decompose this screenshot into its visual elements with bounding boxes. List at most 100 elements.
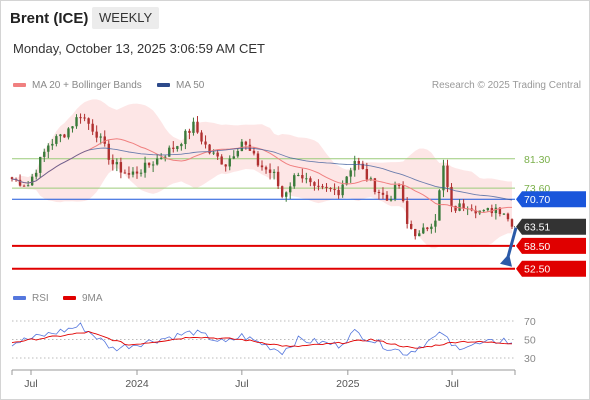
forecast-arrow-head [500, 253, 512, 267]
candle-body [151, 164, 155, 166]
candle-body [22, 185, 26, 187]
candle-body [123, 172, 127, 174]
candle-body [115, 162, 119, 165]
candle-body [95, 131, 98, 138]
candle-body [131, 171, 135, 175]
candle-body [389, 198, 393, 201]
candle-body [200, 132, 203, 142]
candle-body [462, 203, 465, 209]
rsi-tick-label: 50 [524, 335, 536, 347]
candle-body [301, 175, 304, 179]
candle-body [208, 144, 211, 154]
candle-body [159, 157, 163, 159]
candle-body [317, 185, 320, 187]
candle-body [67, 128, 70, 138]
candle-body [305, 178, 308, 180]
level-value: 52.50 [524, 264, 550, 276]
level-tag [516, 260, 586, 277]
candle-body [321, 186, 324, 188]
candle-body [224, 164, 227, 167]
candle-body [401, 185, 405, 202]
candle-body [83, 117, 86, 119]
candle-body [260, 165, 264, 168]
candle-body [426, 227, 429, 230]
legend-ma50-label: MA 50 [176, 80, 205, 91]
candle-body [414, 228, 417, 237]
interval-badge[interactable]: WEEKLY [92, 7, 160, 29]
legend-ma20-label: MA 20 + Bollinger Bands [32, 80, 142, 91]
candle-body [325, 186, 328, 188]
candle-body [168, 147, 171, 157]
candle-body [47, 145, 50, 152]
candle-body [39, 156, 42, 173]
candle-body [147, 162, 151, 166]
candle-body [474, 210, 477, 214]
candle-body [446, 165, 449, 187]
level-value: 58.50 [524, 241, 550, 253]
candle-body [486, 208, 490, 211]
candle-body [63, 134, 66, 138]
candle-body [482, 210, 485, 212]
candle-body [293, 175, 296, 187]
candle-body [91, 123, 94, 132]
candle-body [232, 156, 235, 159]
candle-body [434, 220, 437, 227]
credit-text: Research © 2025 Trading Central [431, 80, 581, 91]
level-label-81-30: 81.30 [524, 154, 550, 166]
candle-body [34, 172, 38, 177]
candle-body [10, 177, 14, 180]
legend-rsi-ma-label: 9MA [82, 293, 103, 304]
candle-body [51, 143, 54, 146]
candle-body [172, 147, 175, 149]
rsi-swatch [13, 296, 26, 301]
candle-body [135, 171, 139, 174]
candle-body [333, 189, 336, 191]
candle-body [498, 207, 502, 214]
rsi-ma-line [11, 331, 512, 349]
level-label-58-50: 58.50 [516, 237, 586, 254]
legend-ma20: MA 20 + Bollinger Bands [13, 80, 142, 91]
rsi-line [11, 322, 513, 356]
candle-body [337, 189, 340, 196]
candle-body [313, 182, 316, 186]
candle-body [373, 178, 377, 193]
candle-body [458, 203, 461, 211]
candle-body [289, 186, 292, 193]
candle-body [276, 171, 280, 187]
candle-body [442, 165, 445, 191]
x-tick-label: 2025 [336, 378, 360, 390]
candle-body [236, 151, 240, 157]
ma20-swatch [13, 83, 26, 88]
candle-body [361, 163, 365, 170]
ma50-swatch [157, 83, 170, 88]
level-tag [516, 237, 586, 254]
candle-body [99, 136, 102, 138]
candle-body [176, 146, 179, 149]
candle-body [309, 178, 312, 183]
candle-body [272, 171, 276, 173]
candle-body [204, 141, 207, 145]
candle-body [220, 156, 223, 165]
candle-body [345, 176, 348, 185]
legend-rsi: RSI [13, 293, 49, 304]
candle-body [240, 141, 244, 152]
candle-body [79, 117, 82, 119]
candle-body [349, 170, 352, 177]
candle-body [18, 179, 22, 186]
candle-body [139, 172, 143, 174]
bollinger-band [12, 99, 512, 249]
candle-body [103, 136, 106, 144]
candle-body [280, 186, 284, 197]
x-tick-label: Jul [24, 378, 37, 390]
candle-body [418, 233, 421, 237]
candle-body [365, 169, 369, 180]
candle-body [385, 194, 389, 201]
level-tag [516, 191, 586, 208]
candle-body [252, 150, 256, 154]
candle-body [184, 130, 187, 145]
candle-body [353, 160, 356, 171]
legend-ma50: MA 50 [157, 80, 204, 91]
candle-body [381, 192, 385, 195]
candle-body [256, 153, 260, 166]
